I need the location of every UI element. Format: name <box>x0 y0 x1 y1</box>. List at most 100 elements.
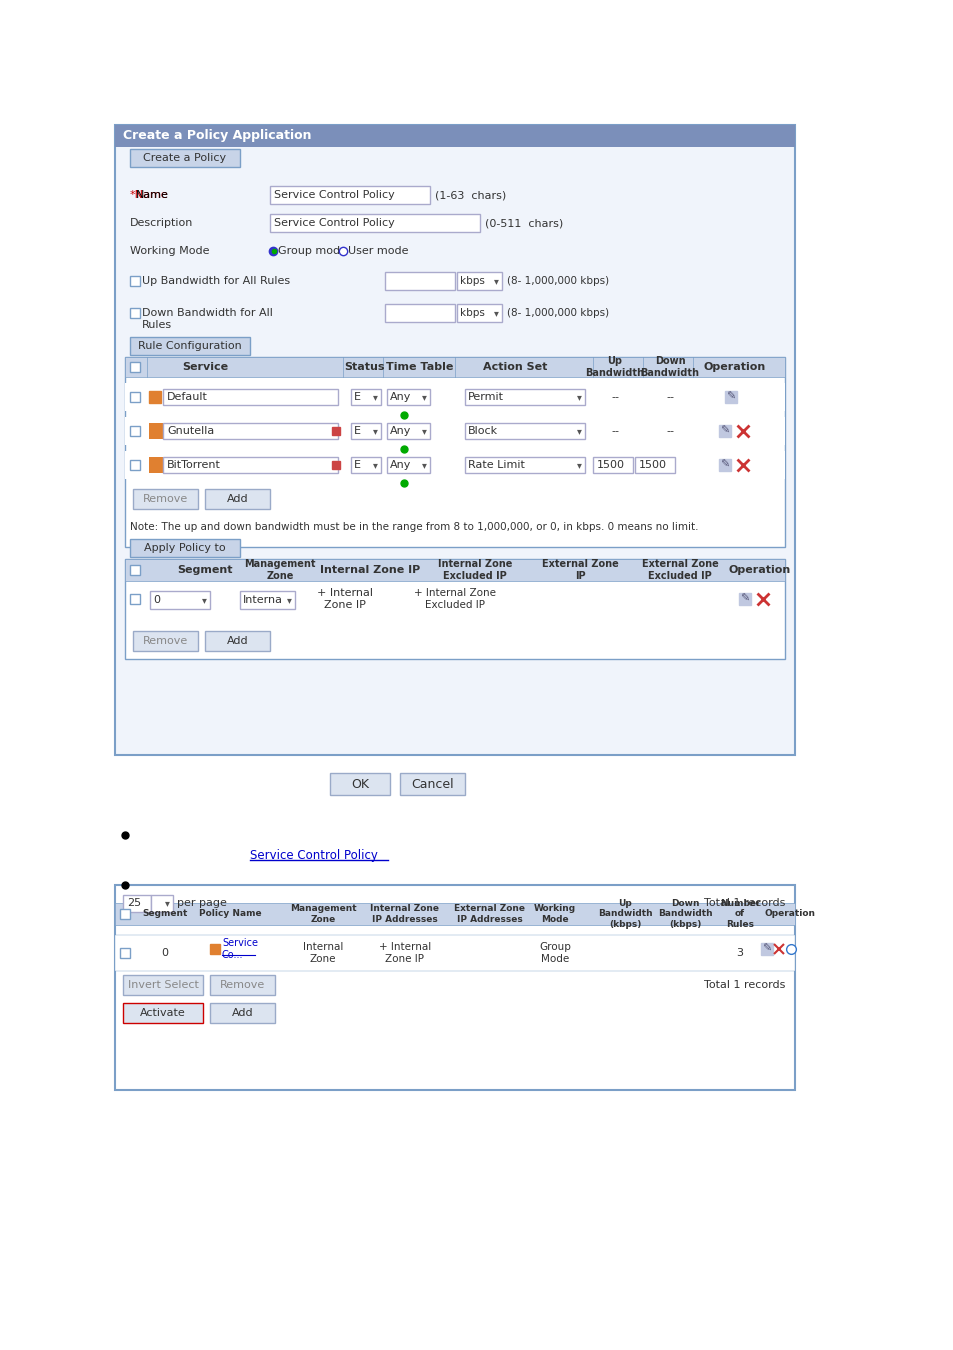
Bar <box>351 389 380 405</box>
Bar <box>150 591 210 609</box>
Text: Internal Zone
Excluded IP: Internal Zone Excluded IP <box>437 559 512 580</box>
Text: Service
Co...: Service Co... <box>222 938 257 960</box>
Text: --: -- <box>665 427 673 436</box>
Text: 0: 0 <box>152 595 160 605</box>
Bar <box>149 423 165 439</box>
Bar <box>130 566 140 575</box>
Text: ▾: ▾ <box>164 899 170 909</box>
Text: Create a Policy: Create a Policy <box>143 153 226 163</box>
Bar <box>163 389 337 405</box>
Text: Policy Name: Policy Name <box>198 910 261 918</box>
Text: Up
Bandwidth
(kbps): Up Bandwidth (kbps) <box>598 899 652 929</box>
Text: Working Mode: Working Mode <box>130 246 210 256</box>
Bar <box>115 936 794 971</box>
Text: Working
Mode: Working Mode <box>534 904 576 923</box>
Bar <box>115 126 794 755</box>
Text: Time Table: Time Table <box>386 362 454 373</box>
Text: Apply Policy to: Apply Policy to <box>144 543 226 554</box>
Bar <box>115 126 794 147</box>
Text: Rate Limit: Rate Limit <box>468 460 524 470</box>
Text: ✎: ✎ <box>725 392 735 402</box>
Text: + Internal
Zone IP: + Internal Zone IP <box>316 589 373 610</box>
Text: kbps: kbps <box>459 308 484 319</box>
Bar <box>125 356 784 547</box>
Text: Service: Service <box>182 362 228 373</box>
Text: Remove: Remove <box>143 636 188 647</box>
Text: per page: per page <box>177 898 227 909</box>
Text: ▾: ▾ <box>201 595 206 605</box>
Bar <box>125 417 784 446</box>
Text: ▾: ▾ <box>576 460 580 470</box>
Text: Group
Mode: Group Mode <box>538 942 570 964</box>
Bar <box>270 215 479 232</box>
Text: ▾: ▾ <box>421 427 426 436</box>
Bar <box>123 1003 203 1023</box>
Bar <box>115 886 794 1089</box>
Bar <box>151 895 172 913</box>
Text: Activate: Activate <box>140 1008 186 1018</box>
Text: ✎: ✎ <box>740 594 749 603</box>
Bar <box>330 774 390 795</box>
Bar <box>387 458 430 472</box>
Bar <box>130 539 240 558</box>
Text: (0-511  chars): (0-511 chars) <box>484 217 562 228</box>
Text: ✎: ✎ <box>761 944 771 954</box>
Bar <box>210 975 274 995</box>
Bar <box>130 275 140 286</box>
Text: Segment: Segment <box>177 566 233 575</box>
Bar <box>149 458 165 472</box>
Text: Operation: Operation <box>703 362 765 373</box>
Text: 1500: 1500 <box>597 460 624 470</box>
Text: ▾: ▾ <box>373 392 377 402</box>
Text: --: -- <box>665 392 673 402</box>
Text: + Internal Zone
Excluded IP: + Internal Zone Excluded IP <box>414 589 496 610</box>
Bar <box>163 423 337 439</box>
Text: Segment: Segment <box>142 910 188 918</box>
Text: 25: 25 <box>127 899 141 909</box>
Text: Any: Any <box>390 460 411 470</box>
Text: Add: Add <box>227 494 248 504</box>
Text: Name: Name <box>136 190 169 200</box>
Bar <box>120 948 130 958</box>
Bar <box>130 594 140 603</box>
Text: Any: Any <box>390 427 411 436</box>
Text: + Internal
Zone IP: + Internal Zone IP <box>378 942 431 964</box>
Bar <box>387 389 430 405</box>
Bar <box>593 458 633 472</box>
Text: kbps: kbps <box>459 275 484 286</box>
Bar <box>115 903 794 925</box>
Bar <box>130 308 140 319</box>
Text: Remove: Remove <box>143 494 188 504</box>
Text: (8- 1,000,000 kbps): (8- 1,000,000 kbps) <box>506 275 608 286</box>
Text: Rules: Rules <box>142 320 172 329</box>
Text: Total 1 records: Total 1 records <box>703 980 784 990</box>
Bar <box>125 356 784 377</box>
Text: Description: Description <box>130 217 193 228</box>
Text: Management
Zone: Management Zone <box>244 559 315 580</box>
Text: Create a Policy Application: Create a Policy Application <box>123 130 312 143</box>
Text: E: E <box>354 392 360 402</box>
Text: (8- 1,000,000 kbps): (8- 1,000,000 kbps) <box>506 308 608 319</box>
Text: Add: Add <box>232 1008 253 1018</box>
Bar <box>351 458 380 472</box>
Bar <box>387 423 430 439</box>
Bar <box>163 458 337 472</box>
Text: Any: Any <box>390 392 411 402</box>
Bar <box>125 383 784 410</box>
Bar <box>123 975 203 995</box>
Bar <box>120 909 130 919</box>
Bar <box>123 895 151 913</box>
Bar <box>125 559 784 580</box>
Text: Service Control Policy: Service Control Policy <box>274 217 395 228</box>
Bar <box>456 271 501 290</box>
Text: 1500: 1500 <box>639 460 666 470</box>
Text: --: -- <box>610 427 618 436</box>
Bar <box>130 392 140 402</box>
Text: ✎: ✎ <box>720 427 729 436</box>
Bar <box>385 271 455 290</box>
Text: --: -- <box>610 392 618 402</box>
Text: Block: Block <box>468 427 497 436</box>
Text: Service Control Policy: Service Control Policy <box>274 190 395 200</box>
Bar <box>125 451 784 479</box>
Bar <box>132 630 198 651</box>
